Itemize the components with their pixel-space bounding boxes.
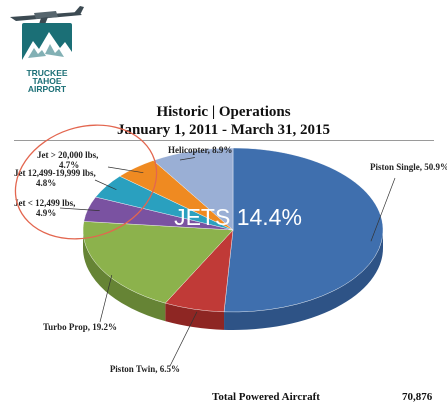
- leader-line-5: [107, 166, 144, 174]
- jets-highlight-circle: [14, 124, 158, 240]
- slice-label-3: Jet < 12,499 lbs, 4.9%: [14, 198, 75, 218]
- airplane-icon: [10, 6, 84, 27]
- slice-label-1: Piston Twin, 6.5%: [110, 364, 180, 374]
- slice-label-line: Jet 12,499-19,999 lbs,: [14, 168, 96, 178]
- slice-side-2: [82, 230, 166, 322]
- slice-label-line: Piston Single, 50.9%: [370, 162, 447, 172]
- leader-line-3: [59, 207, 100, 211]
- slice-label-4: Jet 12,499-19,999 lbs, 4.8%: [14, 168, 96, 188]
- total-label: Total Powered Aircraft: [212, 391, 320, 403]
- slice-label-line: 4.8%: [36, 178, 56, 188]
- slice-side-0: [224, 230, 383, 330]
- logo-graphic: TRUCKEE TAHOE AIRPORT: [10, 6, 84, 94]
- leader-line-1: [169, 311, 198, 367]
- jets-annotation: JETS 14.4%: [174, 204, 302, 230]
- slice-label-0: Piston Single, 50.9%: [370, 162, 447, 172]
- logo-line-1: TRUCKEE: [26, 68, 67, 78]
- pie-top: [82, 147, 384, 313]
- truckee-tahoe-airport-logo: TRUCKEE TAHOE AIRPORT: [8, 4, 86, 96]
- total-value: 70,876: [402, 391, 433, 403]
- leader-line-6: [179, 157, 195, 161]
- slice-label-line: Jet > 20,000 lbs,: [37, 150, 98, 160]
- leader-lines: [59, 157, 396, 367]
- chart-subtitle: January 1, 2011 - March 31, 2015: [116, 122, 331, 138]
- slice-label-2: Turbo Prop, 19.2%: [43, 322, 117, 332]
- slice-label-line: 4.9%: [36, 208, 56, 218]
- slice-label-line: Turbo Prop, 19.2%: [43, 322, 117, 332]
- slice-label-6: Helicopter, 8.9%: [168, 145, 232, 155]
- slice-label-line: Jet < 12,499 lbs,: [14, 198, 75, 208]
- chart-title: Historic | Operations: [156, 104, 291, 120]
- slice-label-line: Helicopter, 8.9%: [168, 145, 232, 155]
- slice-label-line: 4.7%: [59, 160, 79, 170]
- mountain-icon: [22, 32, 72, 67]
- slice-label-line: Piston Twin, 6.5%: [110, 364, 180, 374]
- leader-line-4: [94, 179, 117, 190]
- pie-slice-0: [223, 147, 384, 313]
- leader-line-0: [370, 177, 396, 242]
- slice-label-5: Jet > 20,000 lbs, 4.7%: [37, 150, 98, 170]
- title-divider: [14, 140, 434, 141]
- leader-line-2: [99, 274, 113, 323]
- logo-line-3: AIRPORT: [28, 84, 67, 94]
- pie-slice-2: [82, 221, 234, 304]
- logo-line-2: TAHOE: [32, 76, 61, 86]
- slice-labels: Piston Single, 50.9% Piston Twin, 6.5% Tur…: [14, 145, 447, 374]
